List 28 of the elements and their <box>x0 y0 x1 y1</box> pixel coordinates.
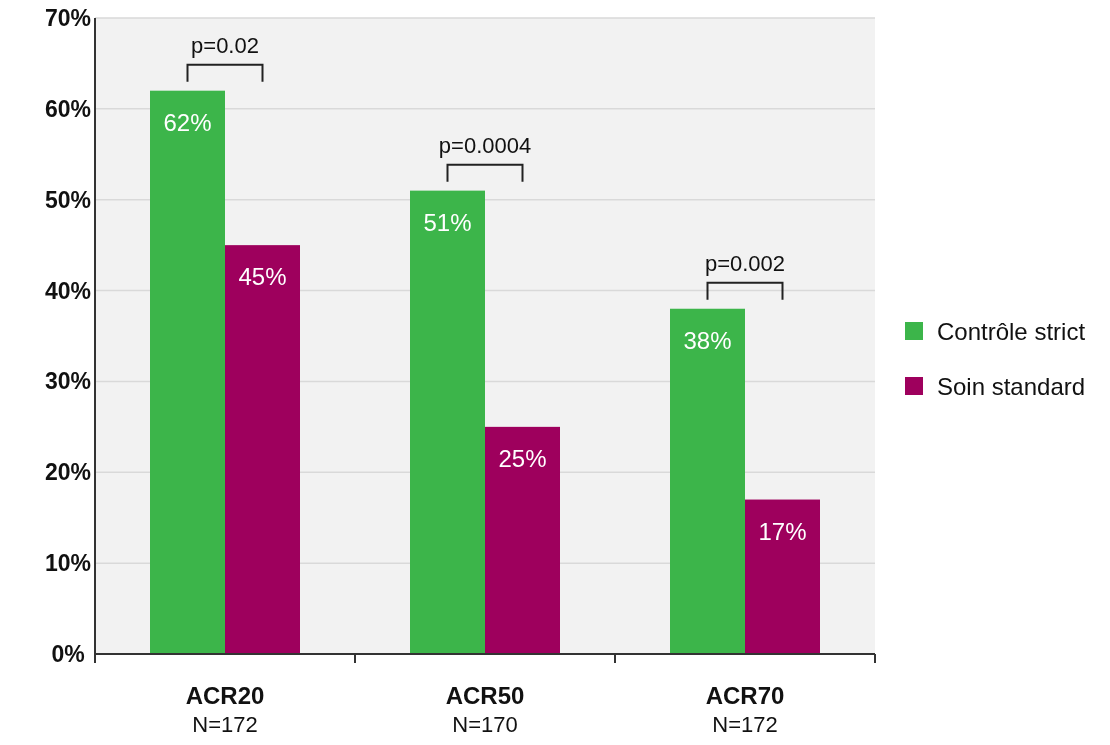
bar <box>745 499 820 654</box>
legend-label: Soin standard <box>937 373 1086 400</box>
bar <box>225 245 300 654</box>
bar <box>670 308 745 654</box>
y-tick-label: 30% <box>44 368 92 395</box>
x-tick-label: ACR50 N=170 <box>445 682 525 737</box>
data-label: 51% <box>423 208 472 236</box>
data-label: 17% <box>758 517 807 545</box>
annotation: p=0.002 <box>704 250 786 276</box>
annotation: p=0.0004 <box>438 132 532 158</box>
x-tick-label: ACR70 N=172 <box>705 682 785 737</box>
data-label: 45% <box>238 263 287 291</box>
bar <box>485 426 560 654</box>
y-tick-label: 0% <box>51 641 85 667</box>
data-label: 62% <box>163 108 212 136</box>
y-tick-label: 40% <box>44 277 92 304</box>
y-tick-label: 20% <box>44 459 92 486</box>
bar <box>150 90 225 654</box>
annotation: p=0.02 <box>191 32 259 58</box>
x-tick-label: ACR20 N=172 <box>185 682 265 737</box>
y-tick-label: 10% <box>44 550 92 577</box>
data-label: 38% <box>683 326 732 354</box>
bar <box>410 190 485 654</box>
y-tick-label: 60% <box>44 95 92 122</box>
legend-label: Contrôle strict <box>937 318 1086 345</box>
y-tick-label: 50% <box>44 186 92 213</box>
data-label: 25% <box>498 444 547 472</box>
y-tick-label: 70% <box>44 5 92 31</box>
